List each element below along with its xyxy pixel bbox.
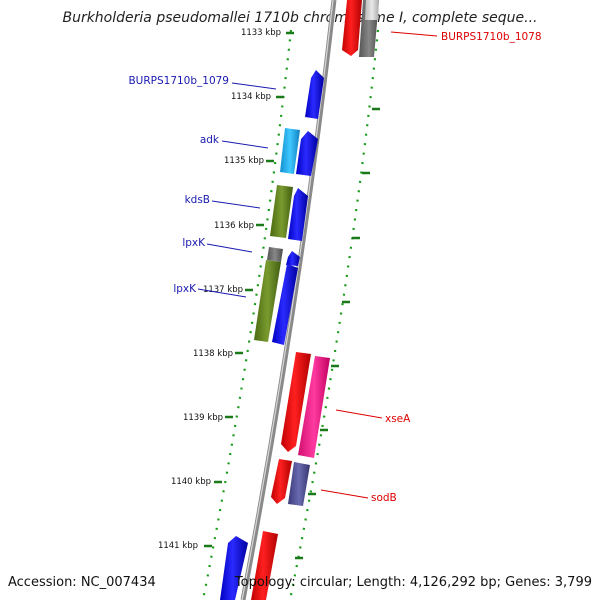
gene-lpxK-grey[interactable] xyxy=(267,247,283,262)
kbp-label: 1133 kbp xyxy=(241,28,281,38)
kbp-label: 1136 kbp xyxy=(214,221,254,231)
gene-label: lpxK xyxy=(173,283,197,295)
left-dotted-track xyxy=(201,29,293,600)
kbp-labels: 1133 kbp 1134 kbp 1135 kbp 1136 kbp 1137… xyxy=(158,28,281,551)
chromosome-backbone xyxy=(240,0,337,600)
features-reverse-strand[interactable] xyxy=(251,0,379,600)
gene-BURPS1710b_1079-blue[interactable] xyxy=(305,70,324,119)
kbp-label: 1138 kbp xyxy=(193,349,233,359)
tick-marks-right xyxy=(295,107,380,560)
gene-label: adk xyxy=(200,134,220,146)
kbp-label: 1134 kbp xyxy=(231,92,271,102)
gene-label: BURPS1710b_1079 xyxy=(128,75,229,87)
gene-lpxK-blue-small[interactable] xyxy=(286,251,300,266)
gene-adk-blue[interactable] xyxy=(296,131,318,176)
gene-label: xseA xyxy=(385,413,411,425)
kbp-label: 1140 kbp xyxy=(171,477,211,487)
kbp-label: 1135 kbp xyxy=(224,156,264,166)
gene-labels-left: BURPS1710b_1079 adk kdsB lpxK lpxK xyxy=(128,75,229,295)
gene-red-lower[interactable] xyxy=(251,531,278,600)
tick-marks-left xyxy=(204,31,294,548)
gene-labels-right: BURPS1710b_1078 xseA sodB xyxy=(371,31,542,504)
map-title: Burkholderia pseudomallei 1710b chromoso… xyxy=(62,10,538,26)
gene-kdsB-blue[interactable] xyxy=(288,188,308,241)
label-leader-lines xyxy=(197,31,438,499)
gene-lightgrey-upper[interactable] xyxy=(365,0,379,20)
gene-blue-lower[interactable] xyxy=(220,536,248,600)
gene-xseA-pink[interactable] xyxy=(298,356,330,458)
gene-label: kdsB xyxy=(185,194,210,206)
gene-sodB-red[interactable] xyxy=(271,459,292,504)
gene-label: BURPS1710b_1078 xyxy=(441,31,542,43)
kbp-label: 1137 kbp xyxy=(203,285,243,295)
gene-lpxK-blue[interactable] xyxy=(272,264,298,345)
kbp-label: 1139 kbp xyxy=(183,413,223,423)
right-dotted-track xyxy=(288,29,380,600)
gene-kdsB-olive[interactable] xyxy=(270,185,293,238)
features-forward-strand[interactable] xyxy=(220,70,324,600)
gene-lpxK-olive[interactable] xyxy=(254,260,281,342)
gene-label: sodB xyxy=(371,492,397,504)
gene-label: lpxK xyxy=(182,237,206,249)
gene-BURPS1710b_1078-red[interactable] xyxy=(342,0,362,56)
genome-summary-text: Topology: circular; Length: 4,126,292 bp… xyxy=(234,575,592,590)
accession-text: Accession: NC_007434 xyxy=(8,575,156,590)
kbp-label: 1141 kbp xyxy=(158,541,198,551)
gene-adk-cyan[interactable] xyxy=(280,128,300,174)
gene-xseA-red[interactable] xyxy=(281,352,311,452)
gene-sodB-slate[interactable] xyxy=(288,462,310,506)
